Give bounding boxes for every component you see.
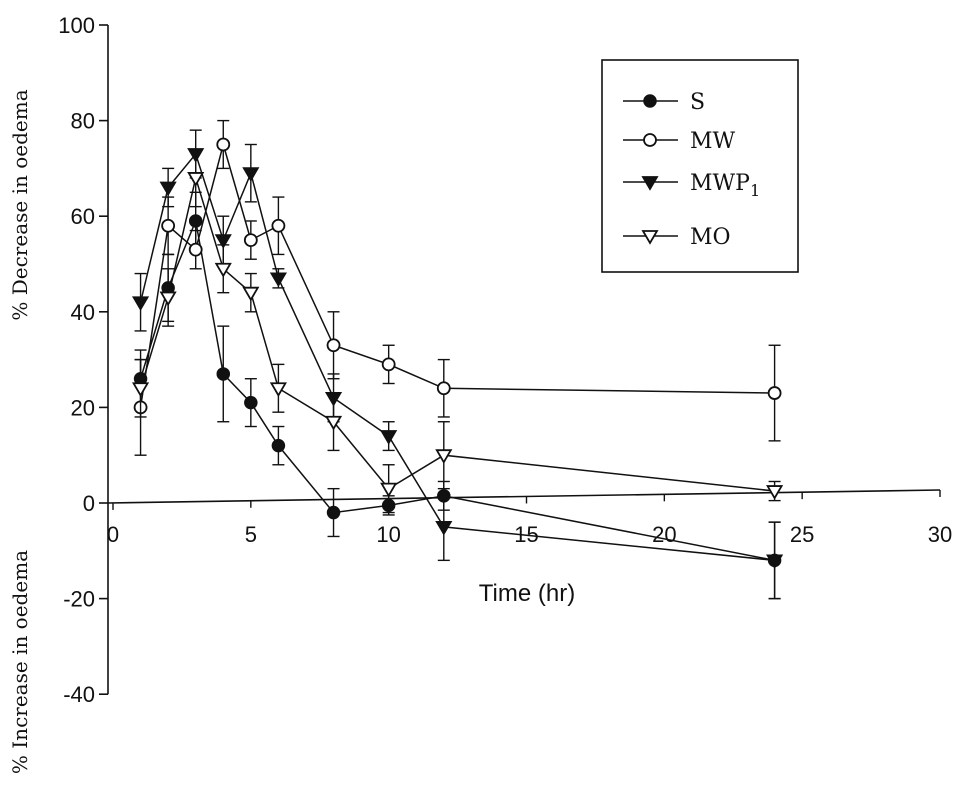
- legend-label: S: [690, 90, 705, 115]
- data-point: [188, 242, 203, 257]
- y-axis-title-upper: % Decrease in oedema: [8, 89, 32, 320]
- x-tick-label: 20: [652, 522, 676, 547]
- series-mo: [131, 148, 784, 514]
- data-point: [435, 449, 453, 464]
- data-point: [216, 137, 231, 152]
- legend-label: MWP1: [690, 171, 760, 200]
- legend-marker: [643, 133, 657, 147]
- data-point: [159, 291, 177, 307]
- data-point: [243, 233, 258, 248]
- legend-label: MO: [690, 225, 731, 250]
- x-tick-label: 25: [790, 522, 814, 547]
- data-point: [767, 386, 782, 400]
- x-axis-line: [107, 489, 941, 504]
- y-tick-label: -40: [63, 682, 95, 707]
- data-point: [242, 286, 260, 302]
- data-point: [214, 234, 232, 249]
- data-point: [159, 181, 177, 197]
- series-line: [139, 218, 775, 562]
- x-tick-label: 10: [376, 522, 400, 547]
- data-point: [326, 505, 341, 520]
- data-point: [269, 272, 287, 288]
- data-point: [324, 415, 343, 431]
- y-tick-label: 20: [71, 395, 95, 420]
- legend-marker: [643, 94, 657, 108]
- y-tick-label: 40: [71, 300, 95, 325]
- data-point: [271, 438, 286, 453]
- legend-label: MW: [690, 129, 736, 154]
- data-point: [380, 482, 398, 498]
- data-point: [766, 554, 784, 570]
- data-point: [161, 218, 176, 233]
- data-point: [271, 218, 286, 233]
- legend-marker: [641, 230, 659, 245]
- y-tick-label: 100: [58, 13, 95, 38]
- plot-area: [131, 119, 784, 600]
- data-point: [435, 521, 453, 536]
- x-tick-label: 0: [107, 522, 119, 547]
- data-point: [380, 430, 398, 445]
- data-point: [326, 338, 341, 353]
- data-point: [188, 214, 203, 228]
- legend: S MW MWP1 MO: [601, 59, 799, 273]
- data-point: [242, 167, 260, 182]
- data-point: [216, 367, 231, 381]
- y-tick-label: 0: [83, 491, 95, 516]
- data-point: [187, 172, 205, 187]
- data-point: [436, 381, 451, 396]
- y-tick-label: 60: [71, 204, 95, 229]
- x-tick-label: 30: [928, 522, 952, 547]
- series-line: [139, 175, 775, 492]
- data-point: [766, 485, 784, 500]
- data-point: [131, 296, 150, 312]
- data-point: [214, 262, 232, 278]
- y-tick-label: 80: [71, 109, 95, 134]
- x-axis-title: Time (hr): [479, 580, 575, 607]
- data-point: [269, 382, 287, 398]
- data-point: [381, 357, 396, 372]
- data-point: [244, 395, 258, 410]
- y-tick-label: -20: [63, 587, 95, 612]
- legend-marker: [641, 176, 659, 191]
- y-axis-title-lower: % Increase in oedema: [8, 550, 32, 774]
- series-line: [139, 152, 775, 562]
- x-tick-label: 5: [245, 522, 257, 547]
- data-point: [131, 382, 150, 398]
